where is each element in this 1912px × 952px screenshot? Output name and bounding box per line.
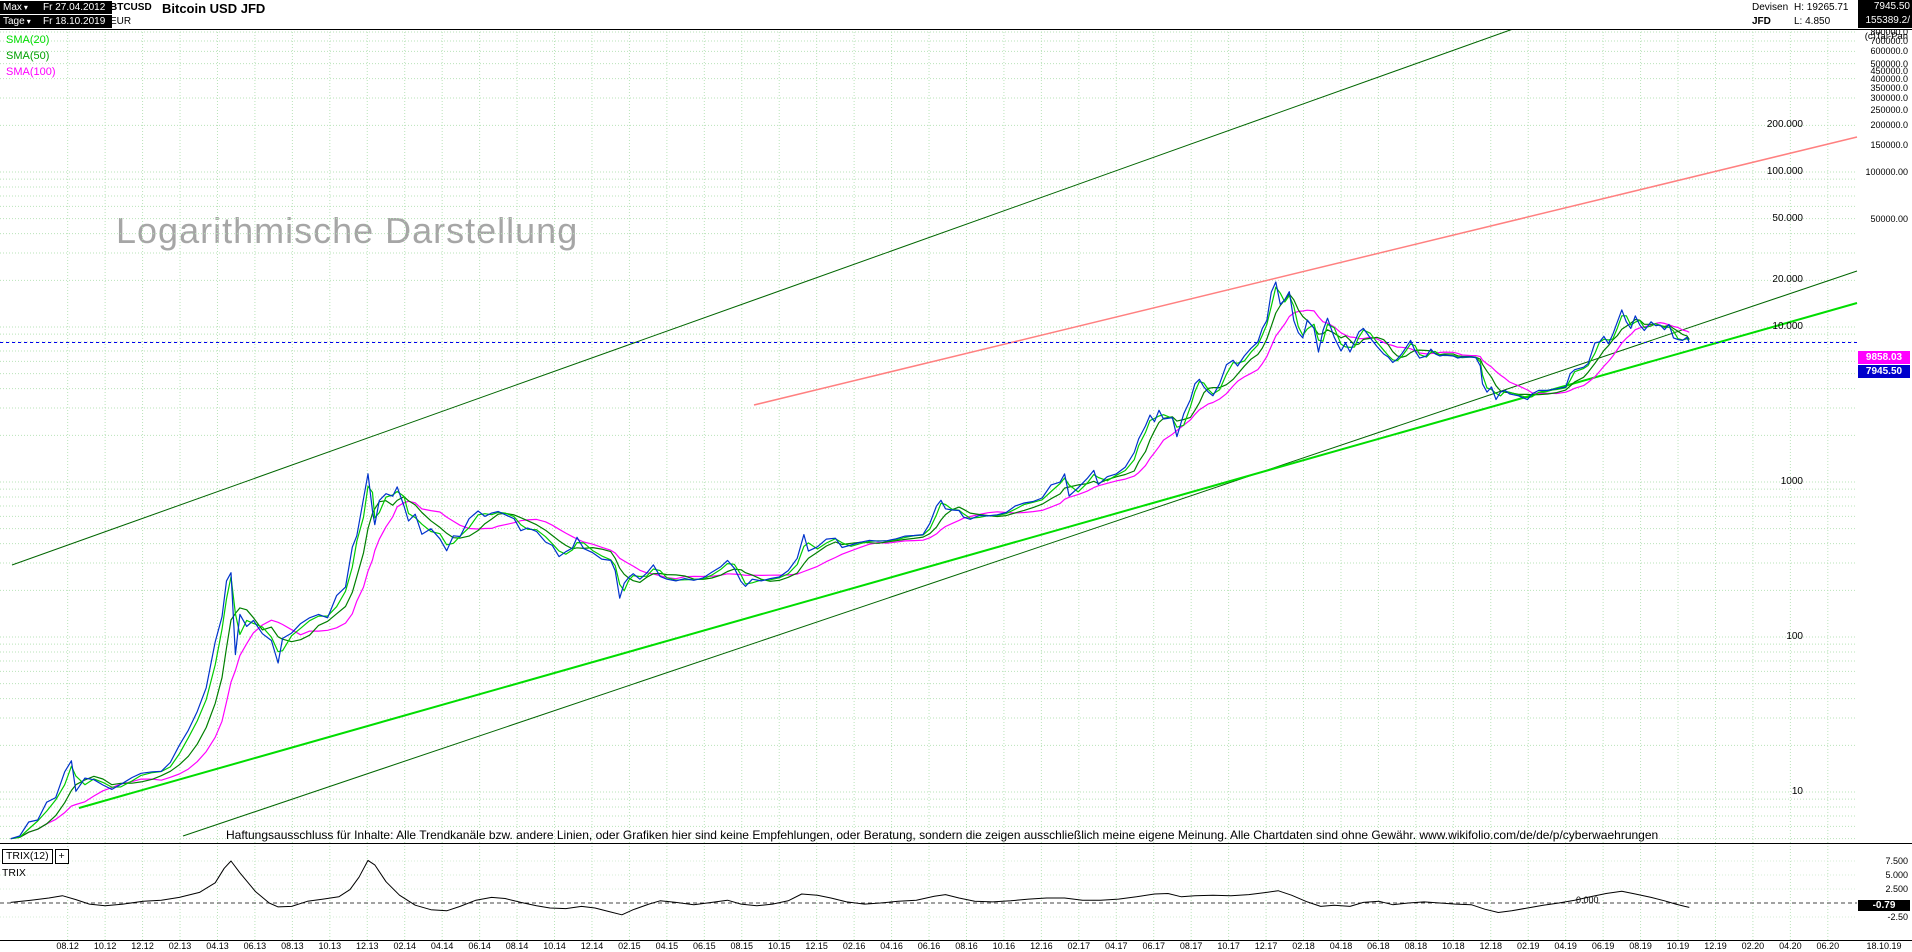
x-axis-label: 04.18 xyxy=(1329,941,1353,951)
x-axis-label: 08.17 xyxy=(1179,941,1203,951)
x-axis-label: 12.17 xyxy=(1254,941,1278,951)
x-axis-label: 04.17 xyxy=(1105,941,1128,951)
trix-indicator-button[interactable]: TRIX(12) xyxy=(2,849,53,864)
x-axis-label: 02.13 xyxy=(168,941,192,951)
x-axis-label: 04.19 xyxy=(1554,941,1577,951)
panel-separator xyxy=(0,843,1912,844)
x-axis-label: 06.14 xyxy=(468,941,491,951)
x-axis-label: 10.16 xyxy=(992,941,1016,951)
x-axis-label: 12.14 xyxy=(580,941,604,951)
currency-label: EUR xyxy=(110,16,132,27)
x-axis-label: 10.19 xyxy=(1666,941,1690,951)
period-dropdown[interactable]: Max ▾ xyxy=(0,1,40,14)
chart-header: Max ▾ Fr 27.04.2012 BTCUSD Tage ▾ Fr 18.10… xyxy=(0,0,1912,30)
x-axis-label: 06.15 xyxy=(693,941,716,951)
chevron-down-icon: ▾ xyxy=(23,3,28,12)
x-axis-label: 06.18 xyxy=(1367,941,1390,951)
copyright-label: (c)Tai-Pan xyxy=(1864,31,1908,42)
axis-separator xyxy=(0,940,1912,941)
x-axis-label: 10.13 xyxy=(318,941,342,951)
disclaimer-text: Haftungsausschluss für Inhalte: Alle Tre… xyxy=(226,828,1659,842)
current-date-label: 18.10.19 xyxy=(1866,941,1902,951)
x-axis-label: 02.20 xyxy=(1741,941,1765,951)
x-axis-label: 10.12 xyxy=(93,941,117,951)
x-axis-label: 06.13 xyxy=(243,941,267,951)
x-axis-label: 08.12 xyxy=(56,941,79,951)
trix-header: TRIX(12) + xyxy=(2,849,69,864)
x-axis-label: 12.12 xyxy=(131,941,154,951)
sma100-value-badge: 9858.03 xyxy=(1858,351,1910,364)
log-scale-watermark: Logarithmische Darstellung xyxy=(116,210,579,251)
trix-label: TRIX xyxy=(2,867,26,879)
trix-expand-button[interactable]: + xyxy=(54,849,69,864)
x-axis-label: 02.18 xyxy=(1292,941,1315,951)
high-value-label: H: 19265.71 xyxy=(1794,2,1849,13)
x-axis-label: 12.13 xyxy=(356,941,379,951)
x-axis-label: 12.18 xyxy=(1479,941,1503,951)
period-dropdown-label: Max xyxy=(3,2,22,13)
symbol-label: BTCUSD xyxy=(110,2,152,13)
timeframe-dropdown-label: Tage xyxy=(3,16,25,27)
x-axis-label: 02.19 xyxy=(1516,941,1540,951)
date-from-field[interactable]: Fr 27.04.2012 xyxy=(40,1,112,14)
x-axis-label: 04.14 xyxy=(430,941,454,951)
x-axis-label: 10.18 xyxy=(1442,941,1465,951)
trix-value-badge: -0.79 xyxy=(1858,900,1910,911)
x-axis-label: 12.16 xyxy=(1030,941,1053,951)
x-axis-label: 04.13 xyxy=(206,941,229,951)
x-axis-label: 02.16 xyxy=(842,941,866,951)
x-axis-label: 06.19 xyxy=(1591,941,1615,951)
main-price-chart[interactable] xyxy=(0,29,1912,843)
low-value-label: L: 4.850 xyxy=(1794,16,1831,27)
category-label: Devisen xyxy=(1752,2,1789,13)
chart-title: Bitcoin USD JFD xyxy=(162,1,266,16)
x-axis-label: 04.15 xyxy=(655,941,679,951)
secondary-value-box: 155389.2/ xyxy=(1858,14,1912,28)
x-axis-label: 06.17 xyxy=(1142,941,1165,951)
last-price-box: 7945.50 xyxy=(1858,0,1912,14)
date-to-field[interactable]: Fr 18.10.2019 xyxy=(40,15,112,28)
x-axis-label: 10.17 xyxy=(1217,941,1240,951)
chevron-down-icon: ▾ xyxy=(26,17,31,26)
x-axis-label: 12.15 xyxy=(805,941,828,951)
x-axis-label: 08.13 xyxy=(281,941,304,951)
x-axis-label: 08.18 xyxy=(1404,941,1428,951)
last-price-badge: 7945.50 xyxy=(1858,365,1910,378)
trix-indicator-chart[interactable] xyxy=(0,843,1912,940)
x-axis-label: 08.14 xyxy=(505,941,529,951)
broker-label: JFD xyxy=(1752,16,1771,27)
x-axis-label: 10.15 xyxy=(767,941,791,951)
x-axis-label: 04.20 xyxy=(1779,941,1802,951)
x-axis-label: 02.15 xyxy=(618,941,641,951)
sma-legend: SMA(20) SMA(50) SMA(100) xyxy=(6,32,56,80)
x-axis-label: 04.16 xyxy=(880,941,903,951)
x-axis-label: 06.20 xyxy=(1816,941,1840,951)
x-axis-label: 08.16 xyxy=(955,941,978,951)
x-axis-label: 10.14 xyxy=(543,941,566,951)
x-axis-label: 02.17 xyxy=(1067,941,1091,951)
timeframe-dropdown[interactable]: Tage ▾ xyxy=(0,15,40,28)
x-axis-label: 06.16 xyxy=(917,941,941,951)
x-axis-label: 02.14 xyxy=(393,941,416,951)
x-axis-label: 12.19 xyxy=(1704,941,1727,951)
legend-item-sma20: SMA(20) xyxy=(6,34,50,46)
x-axis-label: 08.15 xyxy=(730,941,754,951)
trix-zero-label: 0.000 xyxy=(1576,895,1599,905)
legend-item-sma50: SMA(50) xyxy=(6,50,50,62)
legend-item-sma100: SMA(100) xyxy=(6,66,56,78)
x-axis-label: 08.19 xyxy=(1629,941,1652,951)
